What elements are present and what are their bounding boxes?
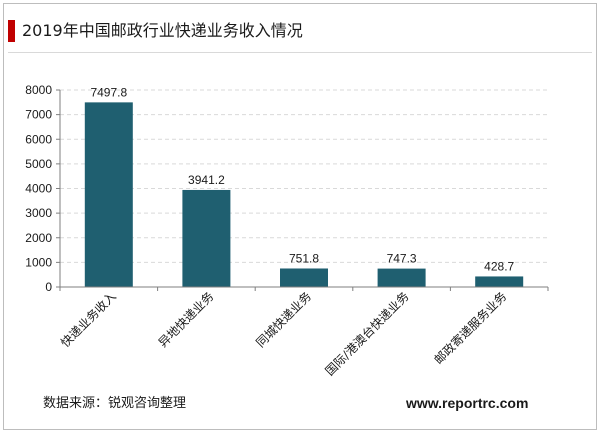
x-tick-label: 同城快递业务 — [253, 289, 315, 351]
bar — [377, 268, 426, 287]
y-tick-label: 3000 — [25, 206, 52, 220]
bar-value-label: 428.7 — [484, 259, 514, 273]
bar — [475, 276, 524, 287]
title-accent-bar — [8, 20, 15, 42]
y-tick-label: 2000 — [25, 231, 52, 245]
header-divider — [8, 52, 592, 53]
data-source-note: 数据来源：锐观咨询整理 — [43, 396, 187, 411]
bar — [182, 189, 231, 287]
x-tick-label: 快递业务收入 — [57, 289, 119, 351]
y-tick-label: 5000 — [25, 157, 52, 171]
y-tick-label: 8000 — [25, 83, 52, 97]
y-tick-label: 4000 — [25, 182, 52, 196]
y-tick-label: 1000 — [25, 255, 52, 269]
grid-lines — [60, 89, 548, 263]
bar-value-label: 7497.8 — [90, 85, 127, 99]
bar-value-label: 747.3 — [387, 252, 417, 266]
bar-value-label: 751.8 — [289, 251, 319, 265]
chart-title: 2019年中国邮政行业快递业务收入情况 — [22, 21, 303, 40]
y-tick-label: 0 — [45, 280, 52, 294]
bar-value-label: 3941.2 — [188, 173, 225, 187]
website-link[interactable]: www.reportrc.com — [406, 395, 529, 411]
axes — [56, 89, 549, 291]
bar — [84, 102, 133, 288]
x-tick-label: 邮政寄递服务业务 — [431, 289, 509, 367]
y-tick-label: 6000 — [25, 132, 52, 146]
x-tick-label: 国际/港澳台快递业务 — [322, 289, 412, 379]
y-tick-label: 7000 — [25, 108, 52, 122]
y-axis-ticks: 0 1000 2000 3000 4000 5000 6000 7000 8000 — [25, 83, 52, 294]
bars — [84, 102, 524, 288]
value-labels: 7497.8 3941.2 751.8 747.3 428.7 — [90, 85, 514, 273]
x-tick-label: 异地快递业务 — [155, 289, 217, 351]
bar — [280, 268, 328, 287]
x-axis-ticks: 快递业务收入 异地快递业务 同城快递业务 国际/港澳台快递业务 邮政寄递服务业务 — [57, 289, 509, 379]
